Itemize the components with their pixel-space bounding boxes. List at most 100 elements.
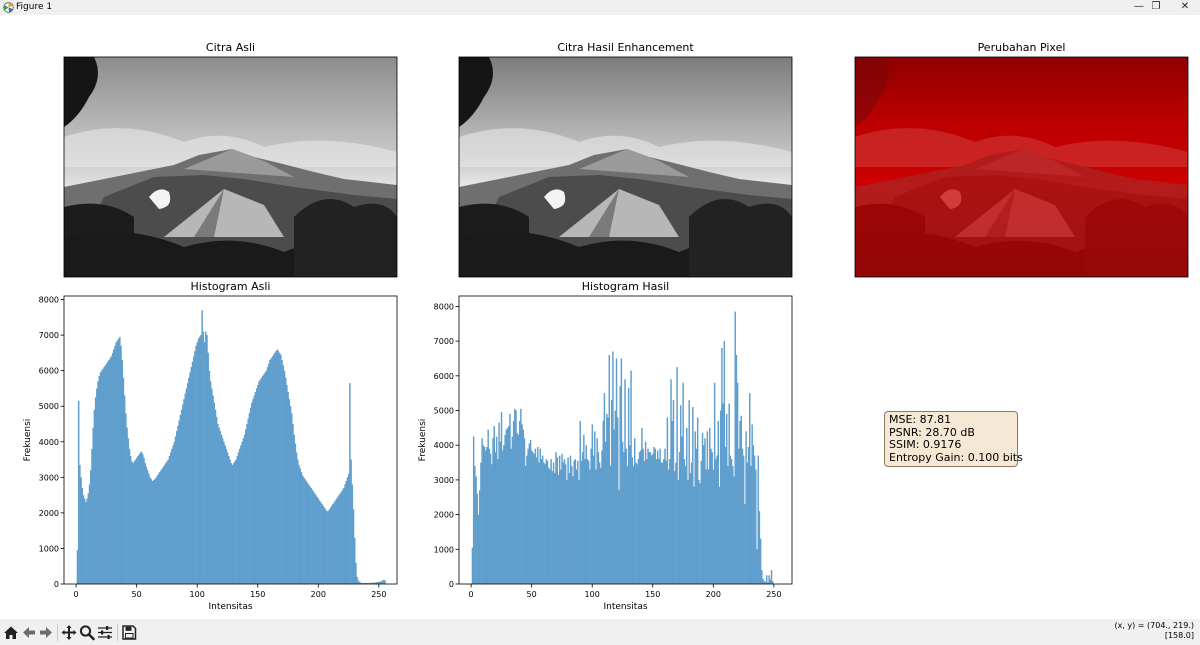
histogram-bar [693,486,695,584]
histogram-bar [379,581,381,584]
x-tick-label: 50 [527,590,537,599]
histogram-bar [529,440,532,584]
ssim-value: SSIM: 0.9176 [889,438,962,451]
histogram-bar [742,455,745,584]
histogram-bar [166,461,168,584]
histogram-bar [377,582,379,584]
histogram-bar [220,434,223,584]
enhanced-image-title: Citra Hasil Enhancement [557,41,694,54]
configure-subplots-icon[interactable] [96,624,114,641]
histogram-bar [114,345,116,584]
histogram-bar [85,502,87,584]
histogram-bar [133,461,136,584]
histogram-bar [283,370,286,584]
histogram-bar [704,438,706,584]
pan-icon[interactable] [60,624,78,641]
histogram-bar [735,354,738,584]
enhanced-image-frame [458,56,793,278]
save-icon[interactable] [120,624,138,641]
histogram-bar [528,443,531,584]
histogram-bar [310,488,312,584]
histogram-bar [587,460,590,584]
histogram-enhanced-axes[interactable]: Histogram Hasil 0 50 100 150 200 250 0 1000 2000 3… [418,280,793,612]
histogram-bar [690,462,693,584]
histogram-bar [111,352,114,584]
histogram-bar [623,452,625,584]
histogram-bar [125,413,127,584]
y-tick-label: 7000 [434,337,454,346]
histogram-bar [153,480,155,584]
histogram-bar [328,509,331,584]
histogram-bar [672,400,675,584]
forward-icon[interactable] [37,624,55,641]
histogram-bar [186,383,189,584]
zoom-icon[interactable] [78,624,96,641]
histogram-bar [477,514,480,584]
histogram-bar [710,448,712,584]
histogram-bar [236,456,239,584]
histogram-bar [597,452,600,584]
histogram-bar [585,445,587,584]
histogram-bar [498,422,500,584]
minimize-button[interactable]: — [1134,1,1144,12]
histogram-bar [154,479,156,584]
y-tick-label: 6000 [39,367,59,376]
histogram-bar [703,445,705,584]
histogram-bar [713,382,716,584]
histogram-bar [696,417,699,584]
histogram-bar [212,395,214,584]
pixel-diff-image-axes[interactable]: Perubahan Pixel [854,41,1189,278]
back-icon[interactable] [20,624,38,641]
histogram-bar [309,486,311,584]
histogram-bar [601,450,603,584]
histogram-bar [489,453,492,584]
histogram-bar [289,406,292,584]
histogram-original-axes[interactable]: Histogram Asli 0 50 100 150 200 250 0 1000 2000 30… [23,280,398,612]
histogram-bar [209,381,212,584]
original-image-title: Citra Asli [206,41,255,54]
histogram-bar [87,493,90,584]
histogram-bar [361,582,363,584]
histogram-bar [744,504,746,584]
histogram-bar [263,374,265,584]
histogram-bar [213,402,216,584]
histogram-bar [246,424,248,584]
histogram-bar [252,399,254,584]
histogram-bar [335,498,338,584]
histogram-bar [618,490,620,584]
close-button[interactable]: ✕ [1180,1,1190,12]
histogram-bar [108,360,110,584]
histogram-bar [223,441,225,584]
histogram-bar [758,511,761,584]
histogram-bar [317,498,320,584]
y-tick-label: 7000 [39,331,59,340]
histogram-bar [126,427,128,584]
histogram-bar [94,397,97,584]
histogram-bar [203,342,206,584]
home-icon[interactable] [2,624,20,641]
histogram-bar [305,480,308,584]
histogram-bar [494,452,497,584]
histogram-bar [240,445,242,584]
histogram-bar [277,351,280,584]
histogram-bar [358,581,361,584]
original-image-axes[interactable]: Citra Asli [63,41,398,278]
histogram-bar [591,424,594,584]
histogram-bar [120,345,122,584]
maximize-button[interactable]: ❐ [1151,1,1161,12]
histogram-bar [205,331,207,584]
histogram-bar [736,382,739,584]
figure-canvas[interactable]: Citra Asli Citra Hasil Enhancement Perubah… [0,15,1200,619]
histogram-bar [483,446,486,584]
histogram-bar [683,459,686,584]
histogram-bar [363,582,366,584]
histogram-bar [275,351,277,584]
histogram-bar [667,469,670,584]
histogram-bar [761,570,763,584]
histogram-bar [759,538,762,584]
enhanced-image-axes[interactable]: Citra Hasil Enhancement [458,41,793,278]
histogram-bar [488,448,491,584]
histogram-bar [638,452,641,584]
histogram-bar [174,436,177,584]
histogram-bar [151,480,154,584]
